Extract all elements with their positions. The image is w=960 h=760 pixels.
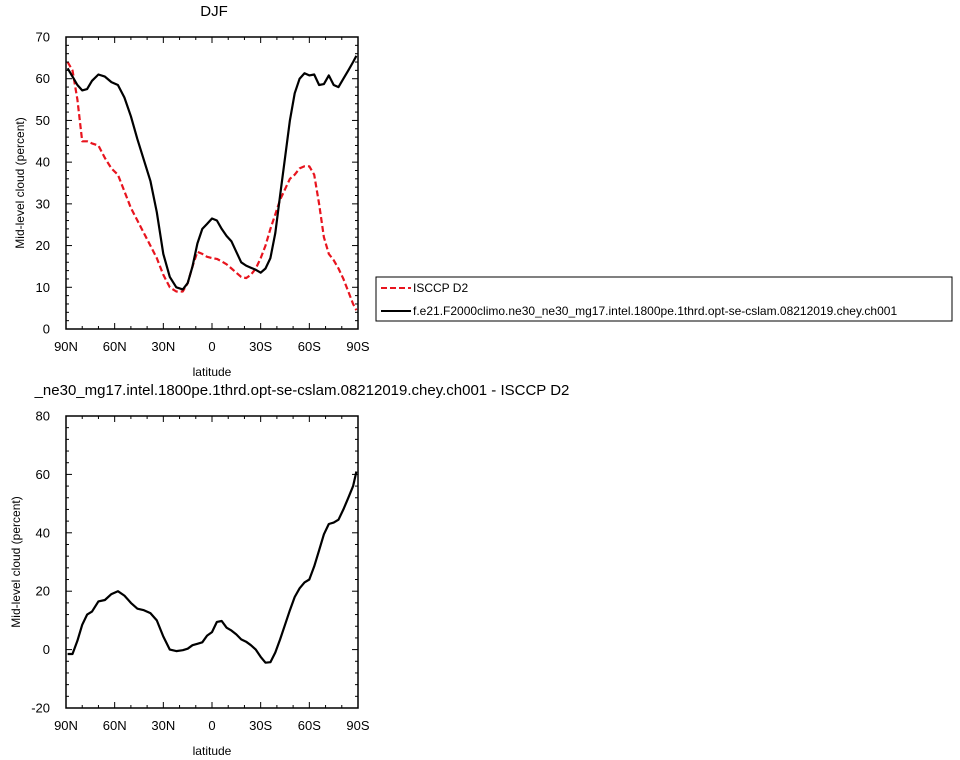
top-x-tick-label: 90S (346, 339, 369, 354)
bottom-x-tick-label: 90N (54, 718, 78, 733)
top-y-tick-label: 30 (36, 196, 50, 211)
bottom-y-tick-label: -20 (31, 701, 50, 716)
top-x-tick-label: 90N (54, 339, 78, 354)
bottom-y-tick-label: 60 (36, 467, 50, 482)
top-y-tick-label: 40 (36, 155, 50, 170)
bottom-y-tick-label: 40 (36, 525, 50, 540)
top-plot-frame (65, 36, 359, 330)
top-series-line-0 (66, 61, 358, 311)
top-x-tick-label: 30N (151, 339, 175, 354)
legend-label-model: f.e21.F2000climo.ne30_ne30_mg17.intel.18… (413, 304, 897, 318)
top-y-tick-label: 10 (36, 280, 50, 295)
bottom-x-tick-label: 30N (151, 718, 175, 733)
top-y-axis-label: Mid-level cloud (percent) (13, 117, 27, 248)
top-x-tick-label: 60S (298, 339, 321, 354)
top-y-tick-label: 50 (36, 113, 50, 128)
top-y-tick-label: 60 (36, 71, 50, 86)
top-x-tick-label: 0 (208, 339, 215, 354)
bottom-y-tick-label: 80 (36, 409, 50, 424)
bottom-y-tick-label: 20 (36, 584, 50, 599)
top-y-tick-label: 0 (43, 322, 50, 337)
bottom-chart-title: _ne30_mg17.intel.1800pe.1thrd.opt-se-csl… (34, 382, 570, 399)
top-y-tick-label: 20 (36, 238, 50, 253)
top-series-line-1 (66, 55, 358, 291)
bottom-panel-difference: _ne30_mg17.intel.1800pe.1thrd.opt-se-csl… (9, 382, 569, 758)
bottom-x-axis-label: latitude (193, 744, 232, 758)
top-chart-title: DJF (200, 3, 228, 20)
top-x-axis-label: latitude (193, 365, 232, 379)
bottom-x-tick-label: 60S (298, 718, 321, 733)
legend: ISCCP D2 f.e21.F2000climo.ne30_ne30_mg17… (375, 276, 953, 322)
bottom-x-tick-label: 30S (249, 718, 272, 733)
bottom-x-tick-label: 60N (103, 718, 127, 733)
bottom-plot-frame (65, 415, 359, 709)
bottom-x-tick-label: 0 (208, 718, 215, 733)
legend-box (375, 276, 953, 322)
top-x-tick-label: 30S (249, 339, 272, 354)
top-y-tick-label: 70 (36, 30, 50, 45)
bottom-y-axis-label: Mid-level cloud (percent) (9, 496, 23, 627)
bottom-y-tick-label: 0 (43, 642, 50, 657)
top-panel-djf: DJF 90N 60N 30N 0 30S 60S 90S 0 10 20 30 40 50 60 70 l… (13, 3, 370, 379)
top-x-tick-label: 60N (103, 339, 127, 354)
legend-label-isccp: ISCCP D2 (413, 281, 468, 295)
bottom-series-line-0 (67, 471, 358, 664)
bottom-x-tick-label: 90S (346, 718, 369, 733)
